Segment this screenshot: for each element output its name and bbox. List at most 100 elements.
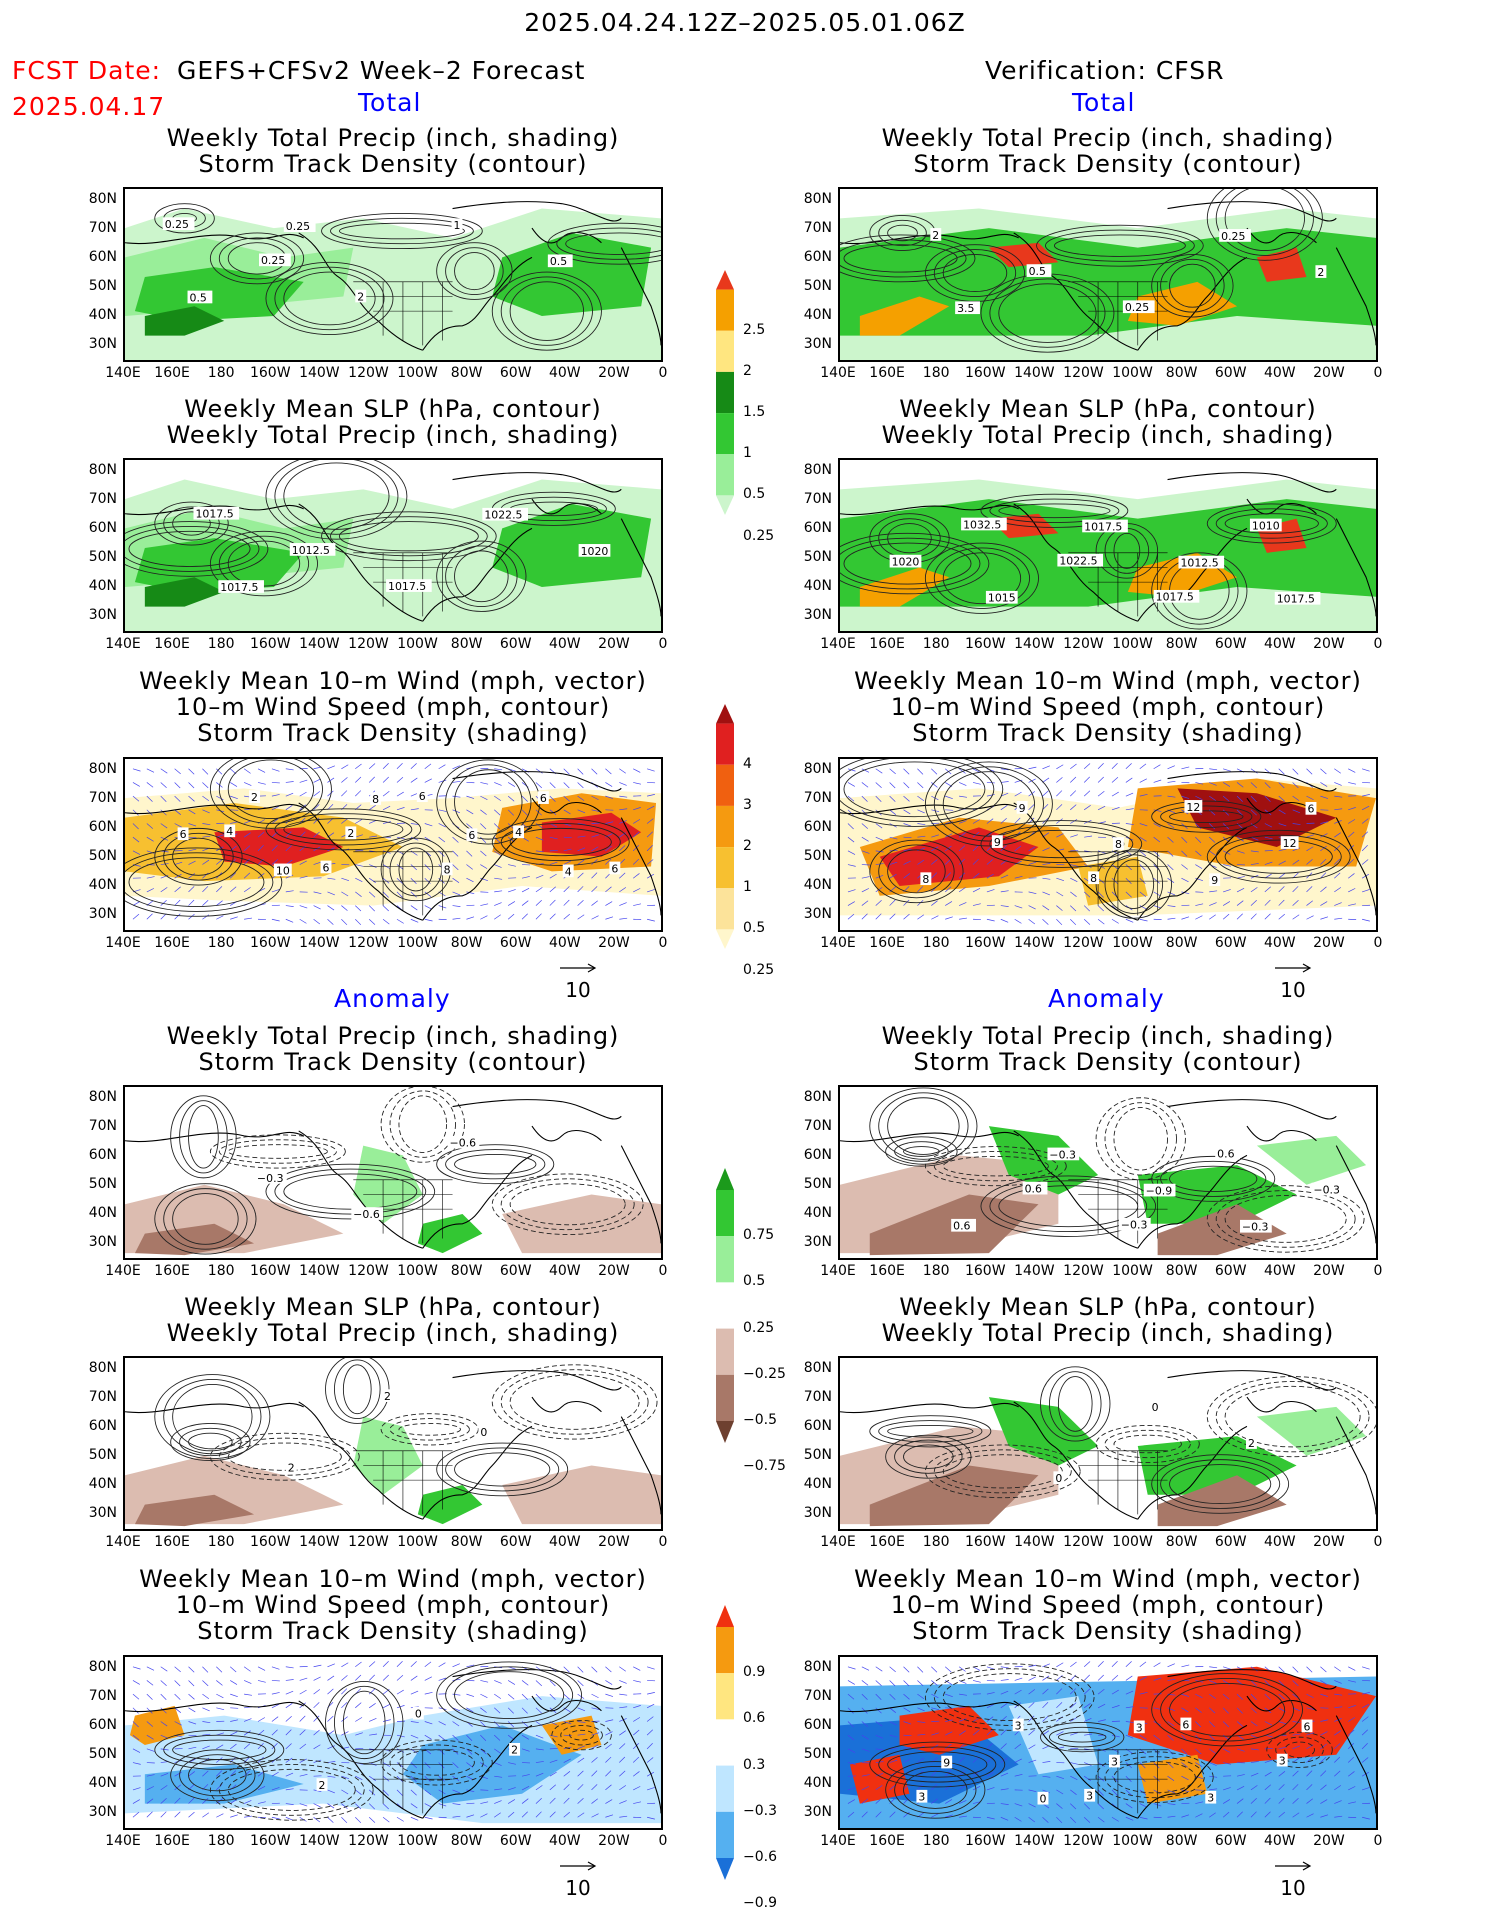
- wind-vector: [861, 1786, 870, 1791]
- wind-vector: [230, 845, 237, 852]
- wind-vector: [1278, 823, 1287, 827]
- wind-vector: [271, 845, 278, 852]
- wind-vector: [917, 1733, 926, 1736]
- wind-vector: [508, 1762, 516, 1765]
- wind-vector: [1083, 790, 1091, 797]
- colorbar-label: 2: [743, 838, 752, 855]
- coastline: [1167, 472, 1337, 493]
- wind-vector: [1014, 1677, 1023, 1681]
- wind-vector: [1000, 918, 1009, 923]
- wind-vector: [1139, 763, 1147, 770]
- wind-vector: [1028, 1702, 1035, 1709]
- wind-vector: [903, 1746, 912, 1750]
- wind-vector: [591, 859, 598, 865]
- wind-vector: [605, 768, 612, 775]
- wind-vector: [605, 886, 612, 893]
- forecast-system-title: GEFS+CFSv2 Week–2 Forecast: [177, 56, 586, 85]
- wind-vector: [452, 891, 461, 896]
- wind-vector: [1139, 793, 1148, 797]
- longitude-label: 100W: [397, 1534, 438, 1550]
- wind-vector: [577, 1770, 584, 1777]
- wind-vector: [619, 1770, 626, 1777]
- contour-line: [1095, 1097, 1186, 1181]
- wind-vector: [494, 914, 501, 920]
- wind-vector: [174, 795, 181, 802]
- wind-vector: [549, 782, 556, 789]
- longitude-label: 60W: [499, 365, 532, 381]
- wind-vector: [875, 913, 882, 920]
- wind-vector: [1070, 1775, 1078, 1781]
- wind-vector: [1111, 807, 1120, 811]
- wind-vector: [1125, 1661, 1132, 1668]
- wind-vector: [1292, 1784, 1299, 1791]
- contour-label: 1012.5: [292, 544, 330, 557]
- wind-vector: [861, 1798, 869, 1804]
- longitude-label: 0: [658, 1534, 668, 1550]
- wind-vector: [424, 823, 433, 827]
- wind-vector: [299, 860, 307, 865]
- wind-vector: [285, 905, 294, 907]
- wind-vector: [1111, 1734, 1120, 1738]
- wind-vector: [382, 918, 390, 925]
- wind-vector: [633, 807, 641, 811]
- wind-vector: [605, 1756, 612, 1763]
- wind-vector: [591, 872, 598, 879]
- latitude-label: 40N: [803, 578, 832, 594]
- wind-vector: [132, 795, 140, 802]
- contour-line: [998, 503, 1111, 519]
- wind-vector: [1014, 1774, 1023, 1777]
- contour-label: 2: [932, 229, 939, 242]
- longitude-label: 140E: [820, 636, 856, 652]
- wind-vector: [174, 1797, 181, 1804]
- wind-vector: [438, 1775, 445, 1782]
- wind-vector: [313, 1689, 321, 1695]
- colorbar-total_precip: [715, 270, 735, 515]
- wind-vector: [861, 1721, 869, 1727]
- wind-vector: [646, 1703, 655, 1709]
- wind-vector: [1097, 1789, 1104, 1796]
- contour-label-bg: [509, 1742, 521, 1756]
- wind-vector: [188, 823, 197, 827]
- wind-vector: [861, 913, 868, 920]
- wind-vector: [230, 916, 238, 920]
- wind-vector: [972, 858, 979, 865]
- contour-label: 0: [1152, 1401, 1159, 1414]
- contour-line: [128, 857, 265, 907]
- wind-vector: [1223, 1787, 1231, 1791]
- wind-vector: [327, 919, 334, 925]
- contour-label: 2: [1317, 266, 1324, 279]
- wind-vector: [285, 845, 292, 852]
- wind-vector: [1083, 1661, 1091, 1668]
- wind-vector: [1167, 1663, 1175, 1668]
- longitude-label: 180: [922, 1534, 950, 1550]
- wind-vector: [1361, 831, 1369, 838]
- longitude-label: 140E: [105, 1263, 141, 1279]
- wind-vector: [1223, 768, 1231, 772]
- panel-title-line: Weekly Total Precip (inch, shading): [166, 124, 620, 152]
- wind-vector: [903, 768, 910, 775]
- wind-vector: [521, 1734, 529, 1740]
- wind-vector: [355, 919, 362, 926]
- wind-vector: [1236, 1774, 1245, 1777]
- wind-vector: [577, 1733, 586, 1736]
- wind-vector: [1223, 1666, 1231, 1670]
- longitude-label: 0: [658, 935, 668, 951]
- wind-vector: [958, 1680, 967, 1684]
- contour-label-bg: [1143, 1183, 1176, 1197]
- wind-vector: [285, 1679, 294, 1681]
- contour-label-bg: [991, 835, 1003, 848]
- latitude-label: 70N: [88, 1389, 117, 1405]
- wind-vector: [847, 1799, 855, 1804]
- wind-vector: [549, 836, 558, 840]
- wind-vector: [1070, 819, 1078, 824]
- wind-vector: [646, 889, 655, 893]
- wind-vector: [466, 916, 475, 920]
- wind-vector: [875, 1748, 884, 1751]
- wind-vector: [1167, 850, 1174, 857]
- wind-vector: [1236, 809, 1243, 816]
- wind-vector: [396, 791, 404, 797]
- contour-label: 0.5: [190, 291, 207, 304]
- wind-vector: [647, 794, 655, 797]
- latitude-label: 40N: [803, 1775, 832, 1791]
